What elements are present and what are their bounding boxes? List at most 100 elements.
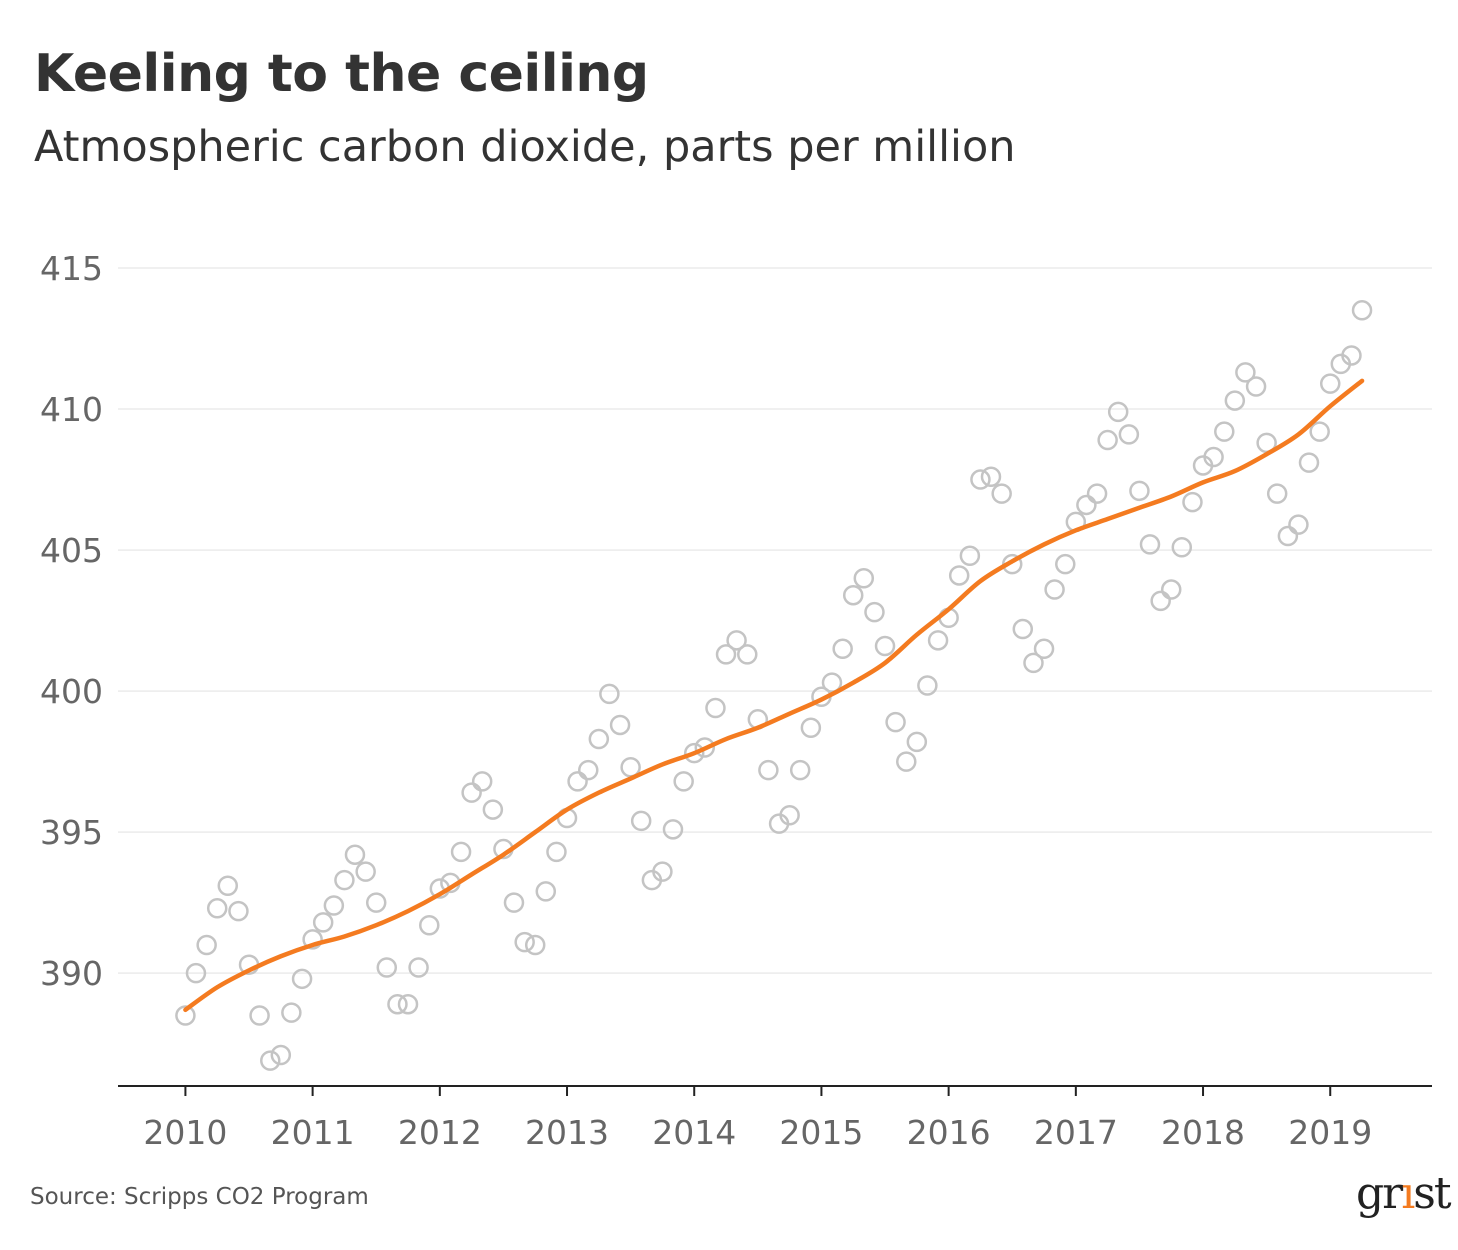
data-point bbox=[1086, 483, 1108, 504]
data-point bbox=[821, 672, 843, 693]
data-point bbox=[365, 892, 387, 913]
trend-line-group bbox=[183, 378, 1365, 1013]
data-point bbox=[482, 799, 504, 820]
data-point bbox=[1319, 373, 1341, 394]
data-point bbox=[1033, 638, 1055, 660]
data-point bbox=[991, 483, 1012, 504]
data-point bbox=[1171, 536, 1193, 558]
data-point bbox=[1012, 618, 1034, 640]
x-tick-label: 2013 bbox=[525, 1113, 609, 1152]
data-point bbox=[715, 644, 737, 665]
data-point bbox=[673, 771, 694, 792]
data-point bbox=[1351, 300, 1373, 321]
data-point bbox=[737, 644, 758, 665]
data-point bbox=[546, 841, 567, 863]
data-point bbox=[535, 881, 557, 902]
data-point bbox=[514, 931, 535, 953]
data-point bbox=[1055, 553, 1076, 575]
data-point bbox=[652, 861, 673, 882]
data-point bbox=[874, 635, 896, 657]
y-tick-label: 395 bbox=[40, 813, 103, 852]
data-point bbox=[1235, 362, 1256, 383]
x-tick-label: 2017 bbox=[1034, 1113, 1118, 1152]
data-point bbox=[249, 1005, 270, 1026]
data-point bbox=[387, 993, 408, 1015]
data-point bbox=[419, 914, 440, 936]
y-tick-label: 390 bbox=[40, 954, 103, 993]
data-point bbox=[578, 759, 599, 781]
data-point bbox=[758, 759, 779, 781]
x-tick-label: 2014 bbox=[652, 1113, 736, 1152]
data-point bbox=[959, 545, 981, 566]
data-point bbox=[270, 1044, 292, 1066]
data-point bbox=[970, 469, 991, 490]
data-point bbox=[567, 771, 588, 792]
x-tick-labels: 2010 2011 2012 2013 2014 2015 2016 2017 2018 2019 bbox=[143, 1086, 1372, 1152]
data-point bbox=[1214, 421, 1235, 442]
data-point bbox=[705, 697, 726, 719]
data-point bbox=[694, 737, 716, 758]
x-tick-label: 2010 bbox=[143, 1113, 227, 1152]
data-point bbox=[885, 711, 906, 733]
data-point bbox=[344, 844, 366, 865]
data-point bbox=[1129, 480, 1150, 502]
data-point bbox=[779, 804, 800, 826]
data-point bbox=[471, 771, 493, 792]
data-point bbox=[1107, 401, 1129, 423]
x-tick-label: 2019 bbox=[1288, 1113, 1372, 1152]
chart-subtitle: Atmospheric carbon dioxide, parts per mi… bbox=[34, 122, 1016, 172]
data-point bbox=[948, 565, 970, 586]
data-point bbox=[206, 898, 228, 919]
data-point bbox=[1224, 390, 1246, 411]
data-point bbox=[1076, 494, 1097, 516]
data-point bbox=[1118, 424, 1140, 445]
data-point bbox=[228, 900, 249, 922]
monthly-points bbox=[175, 300, 1373, 1071]
data-point bbox=[1288, 514, 1309, 535]
x-tick-label: 2012 bbox=[398, 1113, 482, 1152]
data-point bbox=[599, 683, 620, 705]
data-point bbox=[1277, 525, 1299, 547]
data-point bbox=[726, 630, 747, 651]
data-point bbox=[1139, 534, 1161, 555]
data-point bbox=[588, 728, 610, 750]
data-point bbox=[1298, 452, 1320, 473]
data-point bbox=[1266, 483, 1288, 504]
grist-logo: grıst bbox=[1356, 1168, 1452, 1219]
y-tick-label: 405 bbox=[40, 531, 103, 570]
data-point bbox=[461, 782, 482, 803]
data-point bbox=[503, 892, 525, 913]
data-point bbox=[376, 957, 398, 978]
chart-title: Keeling to the ceiling bbox=[34, 44, 649, 104]
grid-lines bbox=[118, 267, 1432, 974]
data-point bbox=[1160, 579, 1182, 600]
y-tick-labels: 390 395 400 405 410 415 bbox=[40, 249, 103, 993]
data-point bbox=[291, 968, 313, 990]
data-point bbox=[408, 957, 429, 978]
y-tick-label: 415 bbox=[40, 249, 103, 288]
data-point bbox=[196, 934, 217, 956]
data-point bbox=[185, 962, 207, 984]
data-point bbox=[355, 861, 376, 882]
data-point bbox=[906, 731, 928, 753]
data-point bbox=[1023, 652, 1044, 674]
data-point bbox=[281, 1002, 302, 1023]
data-point bbox=[217, 875, 239, 896]
y-tick-label: 400 bbox=[40, 672, 103, 711]
data-point bbox=[1203, 446, 1224, 468]
data-point bbox=[853, 568, 875, 589]
source-note: Source: Scripps CO2 Program bbox=[30, 1184, 369, 1210]
data-point bbox=[1341, 345, 1362, 366]
data-point bbox=[1182, 491, 1203, 513]
data-point bbox=[980, 466, 1002, 487]
y-tick-label: 410 bbox=[40, 390, 103, 429]
x-tick-label: 2015 bbox=[779, 1113, 863, 1152]
data-point bbox=[312, 912, 334, 933]
data-point bbox=[175, 1005, 196, 1026]
data-point bbox=[302, 929, 323, 950]
data-point bbox=[683, 742, 705, 764]
data-point bbox=[789, 759, 811, 781]
data-point bbox=[334, 869, 355, 891]
data-point bbox=[842, 584, 864, 606]
